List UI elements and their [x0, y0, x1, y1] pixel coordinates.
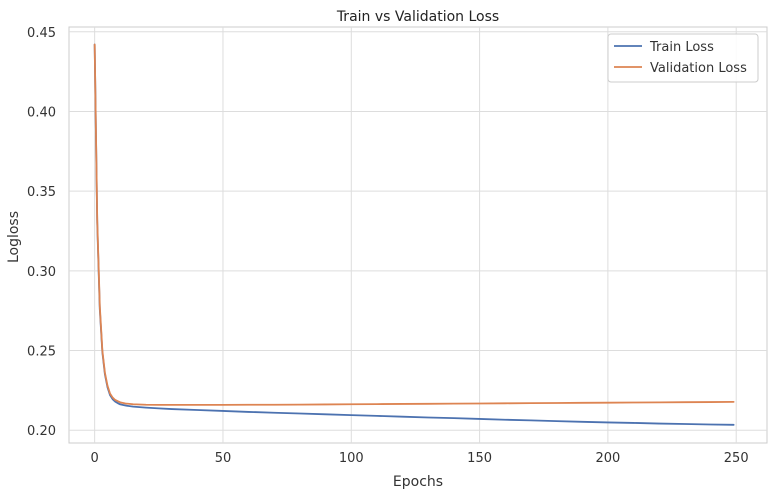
series-layer	[93, 43, 735, 426]
x-tick-label: 50	[215, 451, 232, 466]
y-tick-label: 0.25	[27, 345, 56, 360]
x-tick-label: 150	[467, 451, 492, 466]
plot-area	[68, 26, 768, 444]
y-tick-label: 0.30	[27, 265, 56, 280]
legend-label-train: Train Loss	[649, 40, 714, 55]
x-tick-label: 0	[91, 451, 99, 466]
x-tick-label: 100	[339, 451, 364, 466]
y-tick-label: 0.45	[27, 26, 56, 41]
y-axis-label: Logloss	[6, 211, 22, 263]
y-tick-label: 0.35	[27, 185, 56, 200]
y-tick-label: 0.20	[27, 424, 56, 439]
x-tick-label: 250	[724, 451, 749, 466]
legend-label-validation: Validation Loss	[650, 61, 747, 76]
y-axis: 0.20 0.25 0.30 0.35 0.40 0.45	[27, 26, 56, 439]
legend: Train Loss Validation Loss	[607, 33, 759, 83]
legend-box	[607, 33, 759, 83]
x-tick-label: 200	[595, 451, 620, 466]
x-axis: 0 50 100 150 200 250	[91, 451, 749, 466]
chart-title: Train vs Validation Loss	[336, 9, 499, 25]
y-tick-label: 0.40	[27, 105, 56, 120]
validation-loss-line	[93, 43, 735, 406]
grid-lines	[69, 27, 767, 443]
x-axis-label: Epochs	[393, 474, 443, 490]
